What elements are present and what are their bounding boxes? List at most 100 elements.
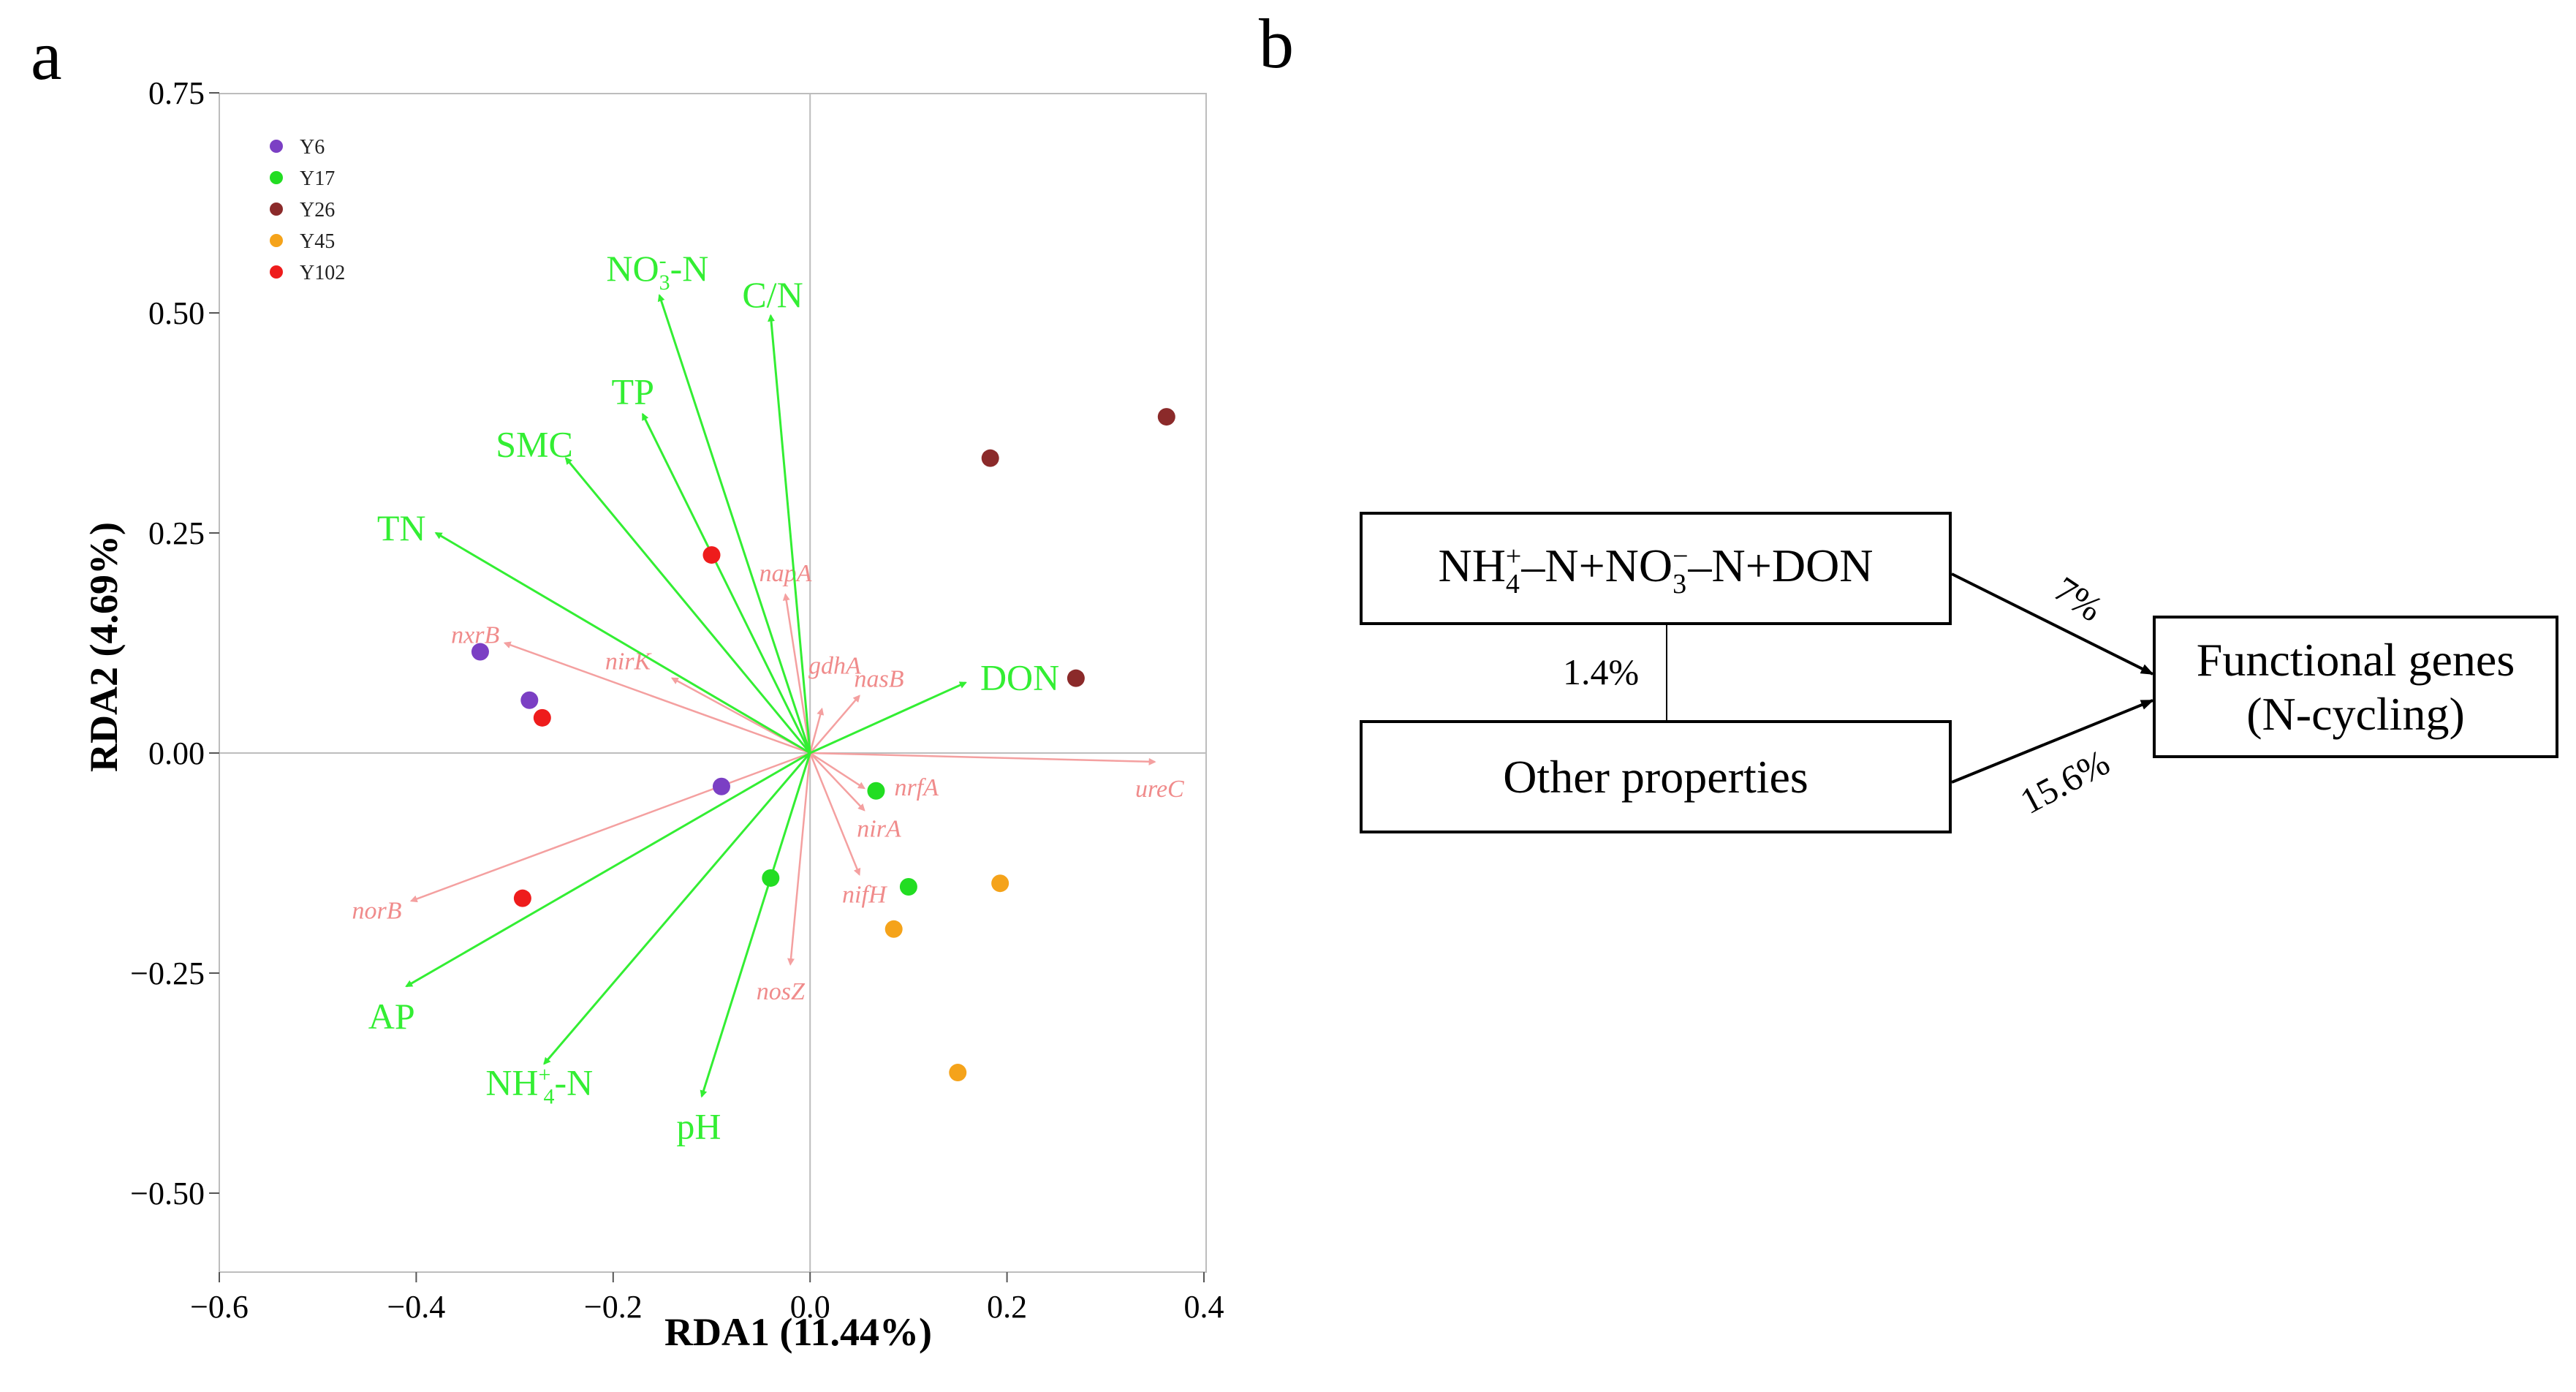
sample-point-Y102 [513,889,531,907]
x-tick-label: 0.0 [790,1289,830,1325]
functional-genes-box: Functional genes (N-cycling) [2153,616,2558,758]
gene-vector-nasB [809,695,860,754]
gene-label-norB: norB [352,897,402,924]
y-axis: −0.50 −0.25 0.00 0.25 0.50 0.75 [130,75,219,1211]
env-label-SMC: SMC [496,424,573,465]
legend-label: Y6 [300,136,325,159]
other-properties-box: Other properties [1360,720,1952,833]
env-label-TN: TN [377,507,426,548]
gene-label-nirK: nirK [605,648,653,676]
sample-point-Y17 [867,782,885,800]
diagram-connectors [1666,572,2154,784]
variance-partitioning-diagram: NH +4 –N+NO −3 –N+DON Other properties Funct… [1360,439,2573,877]
env-vector-DON [809,681,967,754]
gene-vector-nirA [809,752,865,812]
sample-point-Y17 [762,869,780,887]
legend-marker [270,171,283,184]
sample-point-Y102 [702,546,721,564]
functional-genes-line2: (N-cycling) [2246,687,2465,740]
top-box-arrow [1951,572,2154,676]
environment-vectors: NO-3-N C/N TP SMC TN DON AP NH+ 4-N pH [368,248,1060,1147]
sample-point-Y45 [991,874,1009,893]
legend-marker [270,140,283,153]
gene-vector-gdhA [808,707,825,754]
env-label-AP: AP [368,996,415,1037]
legend-marker [270,203,283,216]
gene-vector-napA [782,593,811,754]
shared-variance-pct: 1.4% [1563,651,1640,692]
gene-label-nxrB: nxrB [451,621,499,648]
sample-point-Y6 [520,691,539,709]
env-vector-TP [641,412,811,754]
sample-points [471,408,1175,1082]
sample-point-Y102 [533,708,551,727]
gene-vector-ureC [810,752,1156,765]
y-tick-label: 0.25 [148,515,205,551]
env-label-pH: pH [676,1106,721,1147]
env-vector-AP [405,752,811,988]
env-vector-NO3-N [657,294,811,754]
sample-point-Y26 [1067,669,1085,687]
gene-label-nifH: nifH [842,882,888,909]
gene-vector-nxrB [503,641,811,754]
bottom-box-arrow [1951,699,2154,784]
gene-label-gdhA: gdhA [808,653,861,680]
gene-label-nosZ: nosZ [757,978,806,1005]
sample-point-Y6 [471,643,489,661]
legend: Y6 Y17 Y26 Y45 Y102 [270,136,345,284]
sample-point-Y6 [712,777,730,795]
plot-border [219,93,1207,1273]
gene-label-napA: napA [759,560,812,587]
sample-point-Y45 [949,1064,967,1082]
gene-vector-norB [409,752,811,903]
env-label-DON: DON [980,657,1059,698]
gene-vector-nrfA [809,752,865,790]
x-axis-label: RDA1 (11.44%) [664,1310,932,1354]
gene-vector-nifH [809,752,861,877]
sample-point-Y17 [899,878,917,896]
env-label-NO3-N: NO-3-N [606,248,708,295]
env-vector-pH [700,752,811,1098]
functional-genes-line1: Functional genes [2196,633,2515,686]
gene-label-ureC: ureC [1135,776,1184,803]
gene-label-nirA: nirA [857,815,901,842]
sample-point-Y26 [981,449,999,467]
y-tick-label: 0.75 [148,75,205,111]
x-tick-label: −0.6 [190,1289,249,1325]
gene-label-nasB: nasB [854,666,904,693]
x-tick-label: 0.4 [1184,1289,1224,1325]
legend-marker [270,265,283,279]
env-label-TP: TP [612,371,654,412]
gene-vector-nosZ [787,752,811,966]
env-vector-NH4-N [543,752,811,1065]
legend-label: Y102 [300,262,345,284]
y-tick-label: 0.00 [148,735,205,771]
x-tick-label: 0.2 [987,1289,1027,1325]
env-vector-C/N [768,314,811,754]
gene-label-nrfA: nrfA [894,774,939,801]
soil-nitrogen-label: NH +4 –N+NO −3 –N+DON [1438,539,1874,600]
y-tick-label: 0.50 [148,295,205,331]
env-label-C/N: C/N [742,274,803,315]
sample-point-Y26 [1157,408,1175,426]
legend-label: Y26 [300,199,335,222]
panel-a-label: a [31,16,62,94]
rda-biplot: −0.6 −0.4 −0.2 0.0 0.2 0.4 −0.50 −0.25 0.00 0.25… [31,16,1224,1354]
x-tick-label: −0.4 [387,1289,445,1325]
legend-label: Y17 [300,167,335,190]
sample-point-Y45 [884,920,903,938]
env-vector-TN [434,532,811,754]
x-tick-label: −0.2 [584,1289,643,1325]
legend-label: Y45 [300,230,335,253]
env-label-NH4-N: NH+ 4-N [485,1062,593,1109]
env-vector-SMC [564,457,811,754]
y-axis-label: RDA2 (4.69%) [82,522,126,772]
y-tick-label: −0.50 [130,1176,205,1211]
zero-lines [219,94,1206,1272]
x-axis: −0.6 −0.4 −0.2 0.0 0.2 0.4 [190,1272,1224,1325]
soil-nitrogen-box: NH +4 –N+NO −3 –N+DON [1360,512,1952,625]
y-tick-label: −0.25 [130,956,205,991]
plot-frame [219,93,1207,1273]
panel-b-label: b [1259,4,1294,83]
